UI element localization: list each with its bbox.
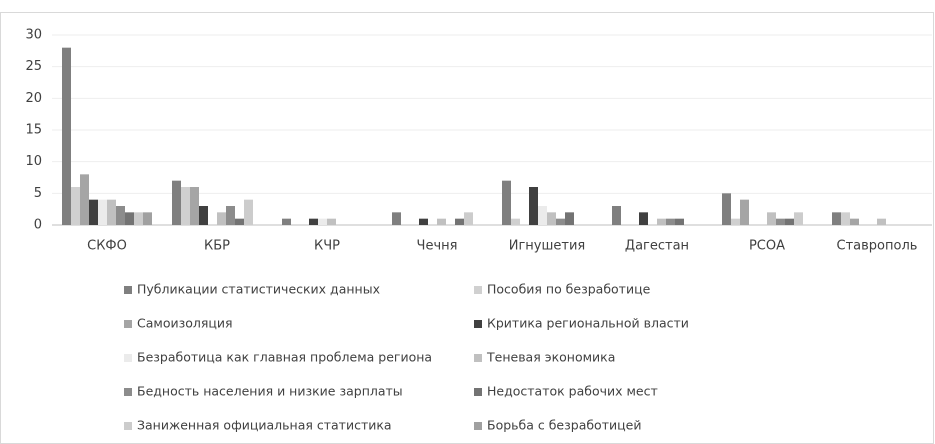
bar bbox=[529, 187, 538, 225]
legend-label: Теневая экономика bbox=[486, 350, 615, 365]
legend-swatch bbox=[474, 354, 482, 362]
bar bbox=[107, 199, 116, 225]
bar bbox=[327, 218, 336, 225]
bar bbox=[143, 212, 152, 225]
bar bbox=[666, 218, 675, 225]
bar bbox=[538, 206, 547, 225]
legend-label: Самоизоляция bbox=[137, 316, 233, 331]
x-tick-label: КЧР bbox=[314, 239, 340, 254]
bar bbox=[318, 218, 327, 225]
bar bbox=[502, 180, 511, 225]
legend-label: Публикации статистических данных bbox=[137, 282, 380, 297]
bar bbox=[675, 218, 684, 225]
chart-border bbox=[0, 12, 934, 444]
bar bbox=[547, 212, 556, 225]
bar bbox=[556, 218, 565, 225]
y-tick-label: 5 bbox=[34, 186, 42, 201]
bar bbox=[190, 187, 199, 225]
bar bbox=[98, 199, 107, 225]
y-tick-label: 0 bbox=[34, 218, 42, 233]
bar bbox=[226, 206, 235, 225]
legend-swatch bbox=[474, 422, 482, 430]
bar bbox=[437, 218, 446, 225]
bar bbox=[794, 212, 803, 225]
y-tick-label: 15 bbox=[25, 123, 42, 138]
bar bbox=[731, 218, 740, 225]
x-tick-label: КБР bbox=[204, 239, 230, 254]
legend: Публикации статистических данных Пособия … bbox=[124, 282, 689, 433]
bar bbox=[309, 218, 318, 225]
y-tick-label: 20 bbox=[25, 91, 42, 106]
x-tick-label: СКФО bbox=[87, 239, 127, 254]
legend-swatch bbox=[124, 354, 132, 362]
bar bbox=[722, 193, 731, 225]
x-tick-label: Игнушетия bbox=[509, 239, 585, 254]
x-tick-label: РСОА bbox=[749, 239, 785, 254]
legend-swatch bbox=[124, 286, 132, 294]
bar bbox=[134, 212, 143, 225]
legend-label: Критика региональной власти bbox=[487, 316, 689, 331]
bar bbox=[565, 212, 574, 225]
legend-label: Безработица как главная проблема региона bbox=[137, 350, 432, 365]
legend-label: Недостаток рабочих мест bbox=[487, 384, 658, 399]
bar bbox=[657, 218, 666, 225]
bar bbox=[116, 206, 125, 225]
bar bbox=[282, 218, 291, 225]
bar bbox=[235, 218, 244, 225]
bar bbox=[71, 187, 80, 225]
legend-swatch bbox=[474, 320, 482, 328]
legend-swatch bbox=[474, 388, 482, 396]
y-tick-label: 10 bbox=[25, 154, 42, 169]
x-tick-label: Ставрополь bbox=[837, 239, 918, 254]
legend-swatch bbox=[124, 422, 132, 430]
bar bbox=[80, 174, 89, 225]
bar bbox=[464, 212, 473, 225]
bar bbox=[62, 47, 71, 225]
bar bbox=[740, 199, 749, 225]
bar bbox=[511, 218, 520, 225]
bar bbox=[244, 199, 253, 225]
bar bbox=[89, 199, 98, 225]
y-tick-label: 25 bbox=[25, 59, 42, 74]
bar bbox=[392, 212, 401, 225]
legend-label: Заниженная официальная статистика bbox=[137, 418, 392, 433]
bar bbox=[612, 206, 621, 225]
bar bbox=[172, 180, 181, 225]
bar bbox=[455, 218, 464, 225]
bar bbox=[785, 218, 794, 225]
bar bbox=[639, 212, 648, 225]
legend-swatch bbox=[124, 388, 132, 396]
bar bbox=[125, 212, 134, 225]
x-tick-label: Чечня bbox=[417, 239, 458, 254]
y-tick-label: 30 bbox=[25, 28, 42, 43]
bar bbox=[776, 218, 785, 225]
bar bbox=[832, 212, 841, 225]
x-tick-label: Дагестан bbox=[625, 239, 689, 254]
bar bbox=[877, 218, 886, 225]
bar bbox=[841, 212, 850, 225]
legend-swatch bbox=[474, 286, 482, 294]
legend-swatch bbox=[124, 320, 132, 328]
bar bbox=[217, 212, 226, 225]
legend-label: Бедность населения и низкие зарплаты bbox=[137, 384, 403, 399]
bar bbox=[850, 218, 859, 225]
legend-label: Пособия по безработице bbox=[487, 282, 651, 297]
bar bbox=[767, 212, 776, 225]
bar bbox=[181, 187, 190, 225]
bar bbox=[419, 218, 428, 225]
bar bbox=[199, 206, 208, 225]
legend-label: Борьба с безработицей bbox=[487, 418, 641, 433]
